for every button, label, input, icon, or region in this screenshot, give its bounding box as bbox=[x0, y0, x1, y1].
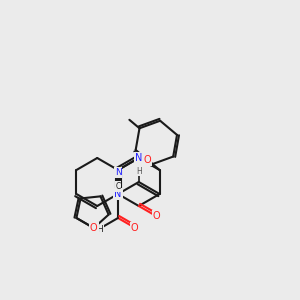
Text: N: N bbox=[115, 168, 122, 177]
Text: O: O bbox=[131, 223, 138, 232]
Text: O: O bbox=[144, 155, 152, 165]
Text: N: N bbox=[114, 189, 122, 199]
Text: H: H bbox=[136, 167, 142, 176]
Text: O: O bbox=[90, 223, 98, 233]
Text: O: O bbox=[153, 211, 160, 221]
Text: C: C bbox=[116, 182, 121, 191]
Text: NH: NH bbox=[91, 226, 103, 235]
Text: N: N bbox=[135, 153, 142, 163]
